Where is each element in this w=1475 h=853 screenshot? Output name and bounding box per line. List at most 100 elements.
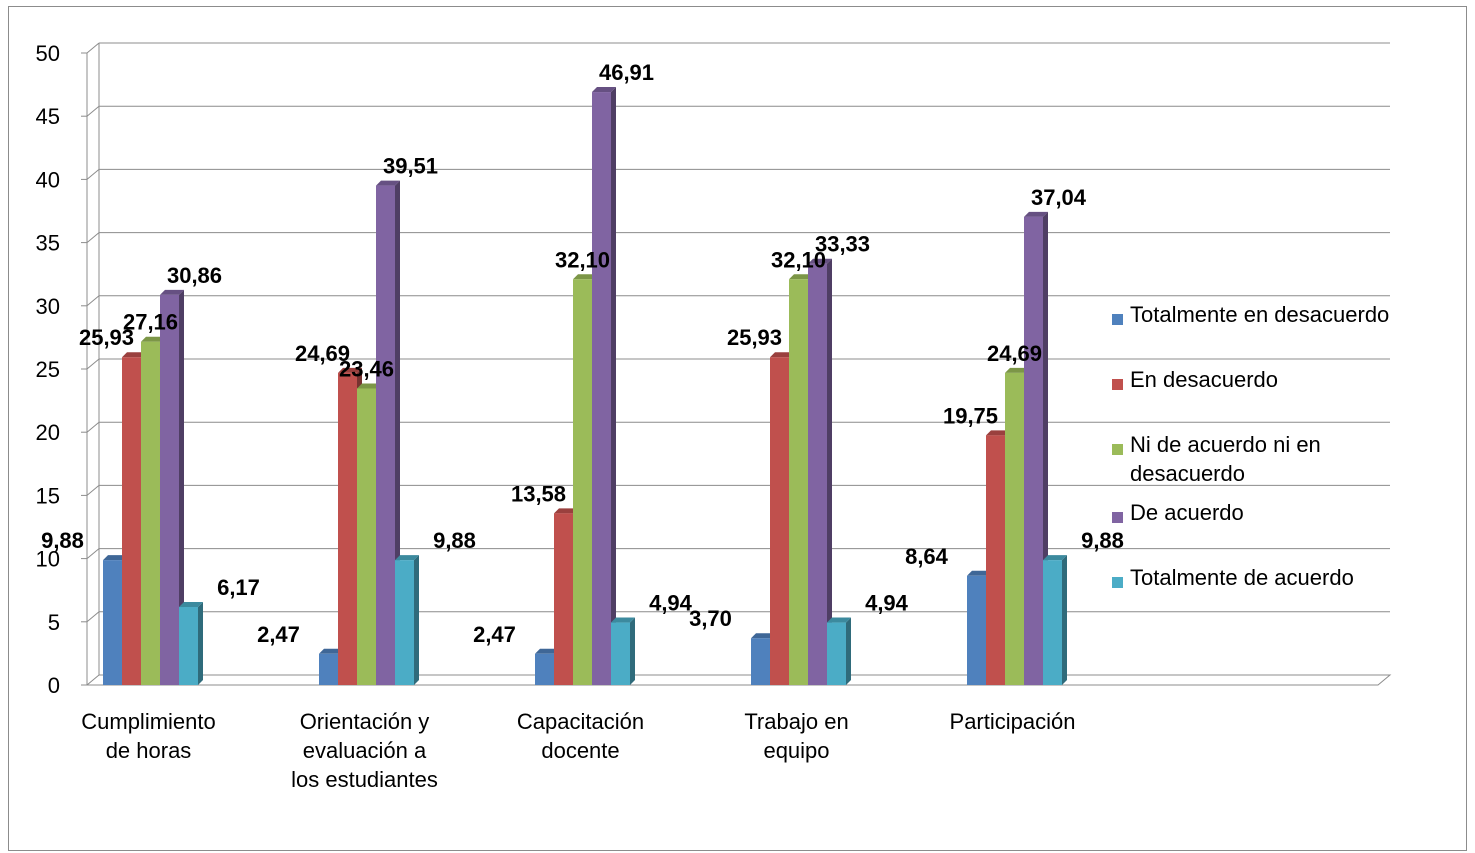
legend-label: desacuerdo [1130,461,1245,486]
bar-top [1005,367,1029,373]
bar [160,294,179,685]
bar [1024,216,1043,686]
data-label: 23,46 [339,356,394,381]
data-label: 32,10 [555,247,610,272]
bar [141,341,160,685]
bar-top [395,555,419,561]
data-label: 6,17 [217,575,260,600]
data-label: 24,69 [295,341,350,366]
x-tick-label: los estudiantes [291,767,438,792]
bar [1043,560,1062,685]
bar [1005,372,1024,685]
bar-top [751,633,775,639]
y-tick-label: 10 [36,547,60,572]
legend-swatch [1112,512,1123,523]
bar [751,638,770,685]
gridline-depth [86,232,100,243]
bar-top [770,352,794,358]
bar [808,263,827,685]
y-tick-label: 25 [36,357,60,382]
gridline-depth [86,358,100,370]
legend-label: Ni de acuerdo ni en [1130,432,1321,457]
legend-label: Totalmente de acuerdo [1130,565,1354,590]
y-tick-label: 30 [36,294,60,319]
bar-side [827,258,832,685]
gridline-depth [86,105,100,117]
bar-top [573,274,597,280]
data-label: 24,69 [987,341,1042,366]
y-tick-label: 0 [48,673,60,698]
data-label: 39,51 [383,154,438,179]
bar-side [846,617,851,685]
gridline-depth [86,169,100,180]
bar [789,279,808,685]
data-label: 25,93 [79,325,134,350]
legend-label: De acuerdo [1130,500,1244,525]
data-label: 19,75 [943,403,998,428]
y-tick-label: 15 [36,483,60,508]
gridline-depth [86,421,100,433]
data-label: 9,88 [1081,528,1124,553]
data-label: 9,88 [433,528,476,553]
bar [592,92,611,685]
bar-top [319,648,343,654]
legend-swatch [1112,444,1123,455]
data-label: 46,91 [599,60,654,85]
legend-swatch [1112,379,1123,390]
gridline-depth [86,42,100,54]
bar [554,513,573,685]
bar-top [827,617,851,623]
data-label: 2,47 [257,622,300,647]
data-label: 13,58 [511,481,566,506]
bar-top [179,602,203,608]
bar [611,622,630,685]
bar [573,279,592,685]
gridline-depth [86,548,100,559]
bar-top [535,648,559,654]
bar-side [198,602,203,685]
data-label: 33,33 [815,232,870,257]
bar-top [808,258,832,264]
data-label: 2,47 [473,622,516,647]
x-tick-label: evaluación a [303,738,427,763]
data-label: 8,64 [905,544,949,569]
bar-top [789,274,813,280]
y-tick-label: 45 [36,104,60,129]
bar-top [967,570,991,576]
bar [179,607,198,685]
x-tick-label: docente [541,738,619,763]
bar [122,357,141,685]
data-label: 3,70 [689,606,732,631]
bar [986,435,1005,685]
x-tick-label: equipo [763,738,829,763]
bar [319,653,338,685]
gridline-depth [86,485,100,496]
x-tick-label: Cumplimiento [81,709,216,734]
bar-top [338,367,362,373]
bar-top [986,430,1010,436]
y-tick-label: 40 [36,167,60,192]
y-tick-label: 5 [48,610,60,635]
data-label: 4,94 [865,591,909,616]
data-label: 25,93 [727,325,782,350]
bar-side [630,617,635,685]
data-label: 4,94 [649,591,693,616]
gridline-depth [86,295,100,307]
bar-top [160,289,184,295]
x-tick-label: de horas [106,738,192,763]
bar-top [103,555,127,561]
legend-label: Totalmente en desacuerdo [1130,302,1389,327]
y-tick-label: 35 [36,231,60,256]
data-label: 27,16 [123,310,178,335]
bar-side [179,289,184,685]
y-tick-label: 50 [36,41,60,66]
bar-top [592,87,616,93]
data-label: 32,10 [771,247,826,272]
data-label: 37,04 [1031,185,1087,210]
bar [967,575,986,685]
bar-top [357,383,381,389]
x-tick-label: Orientación y [300,709,430,734]
bar-top [141,336,165,342]
bar [770,357,789,685]
